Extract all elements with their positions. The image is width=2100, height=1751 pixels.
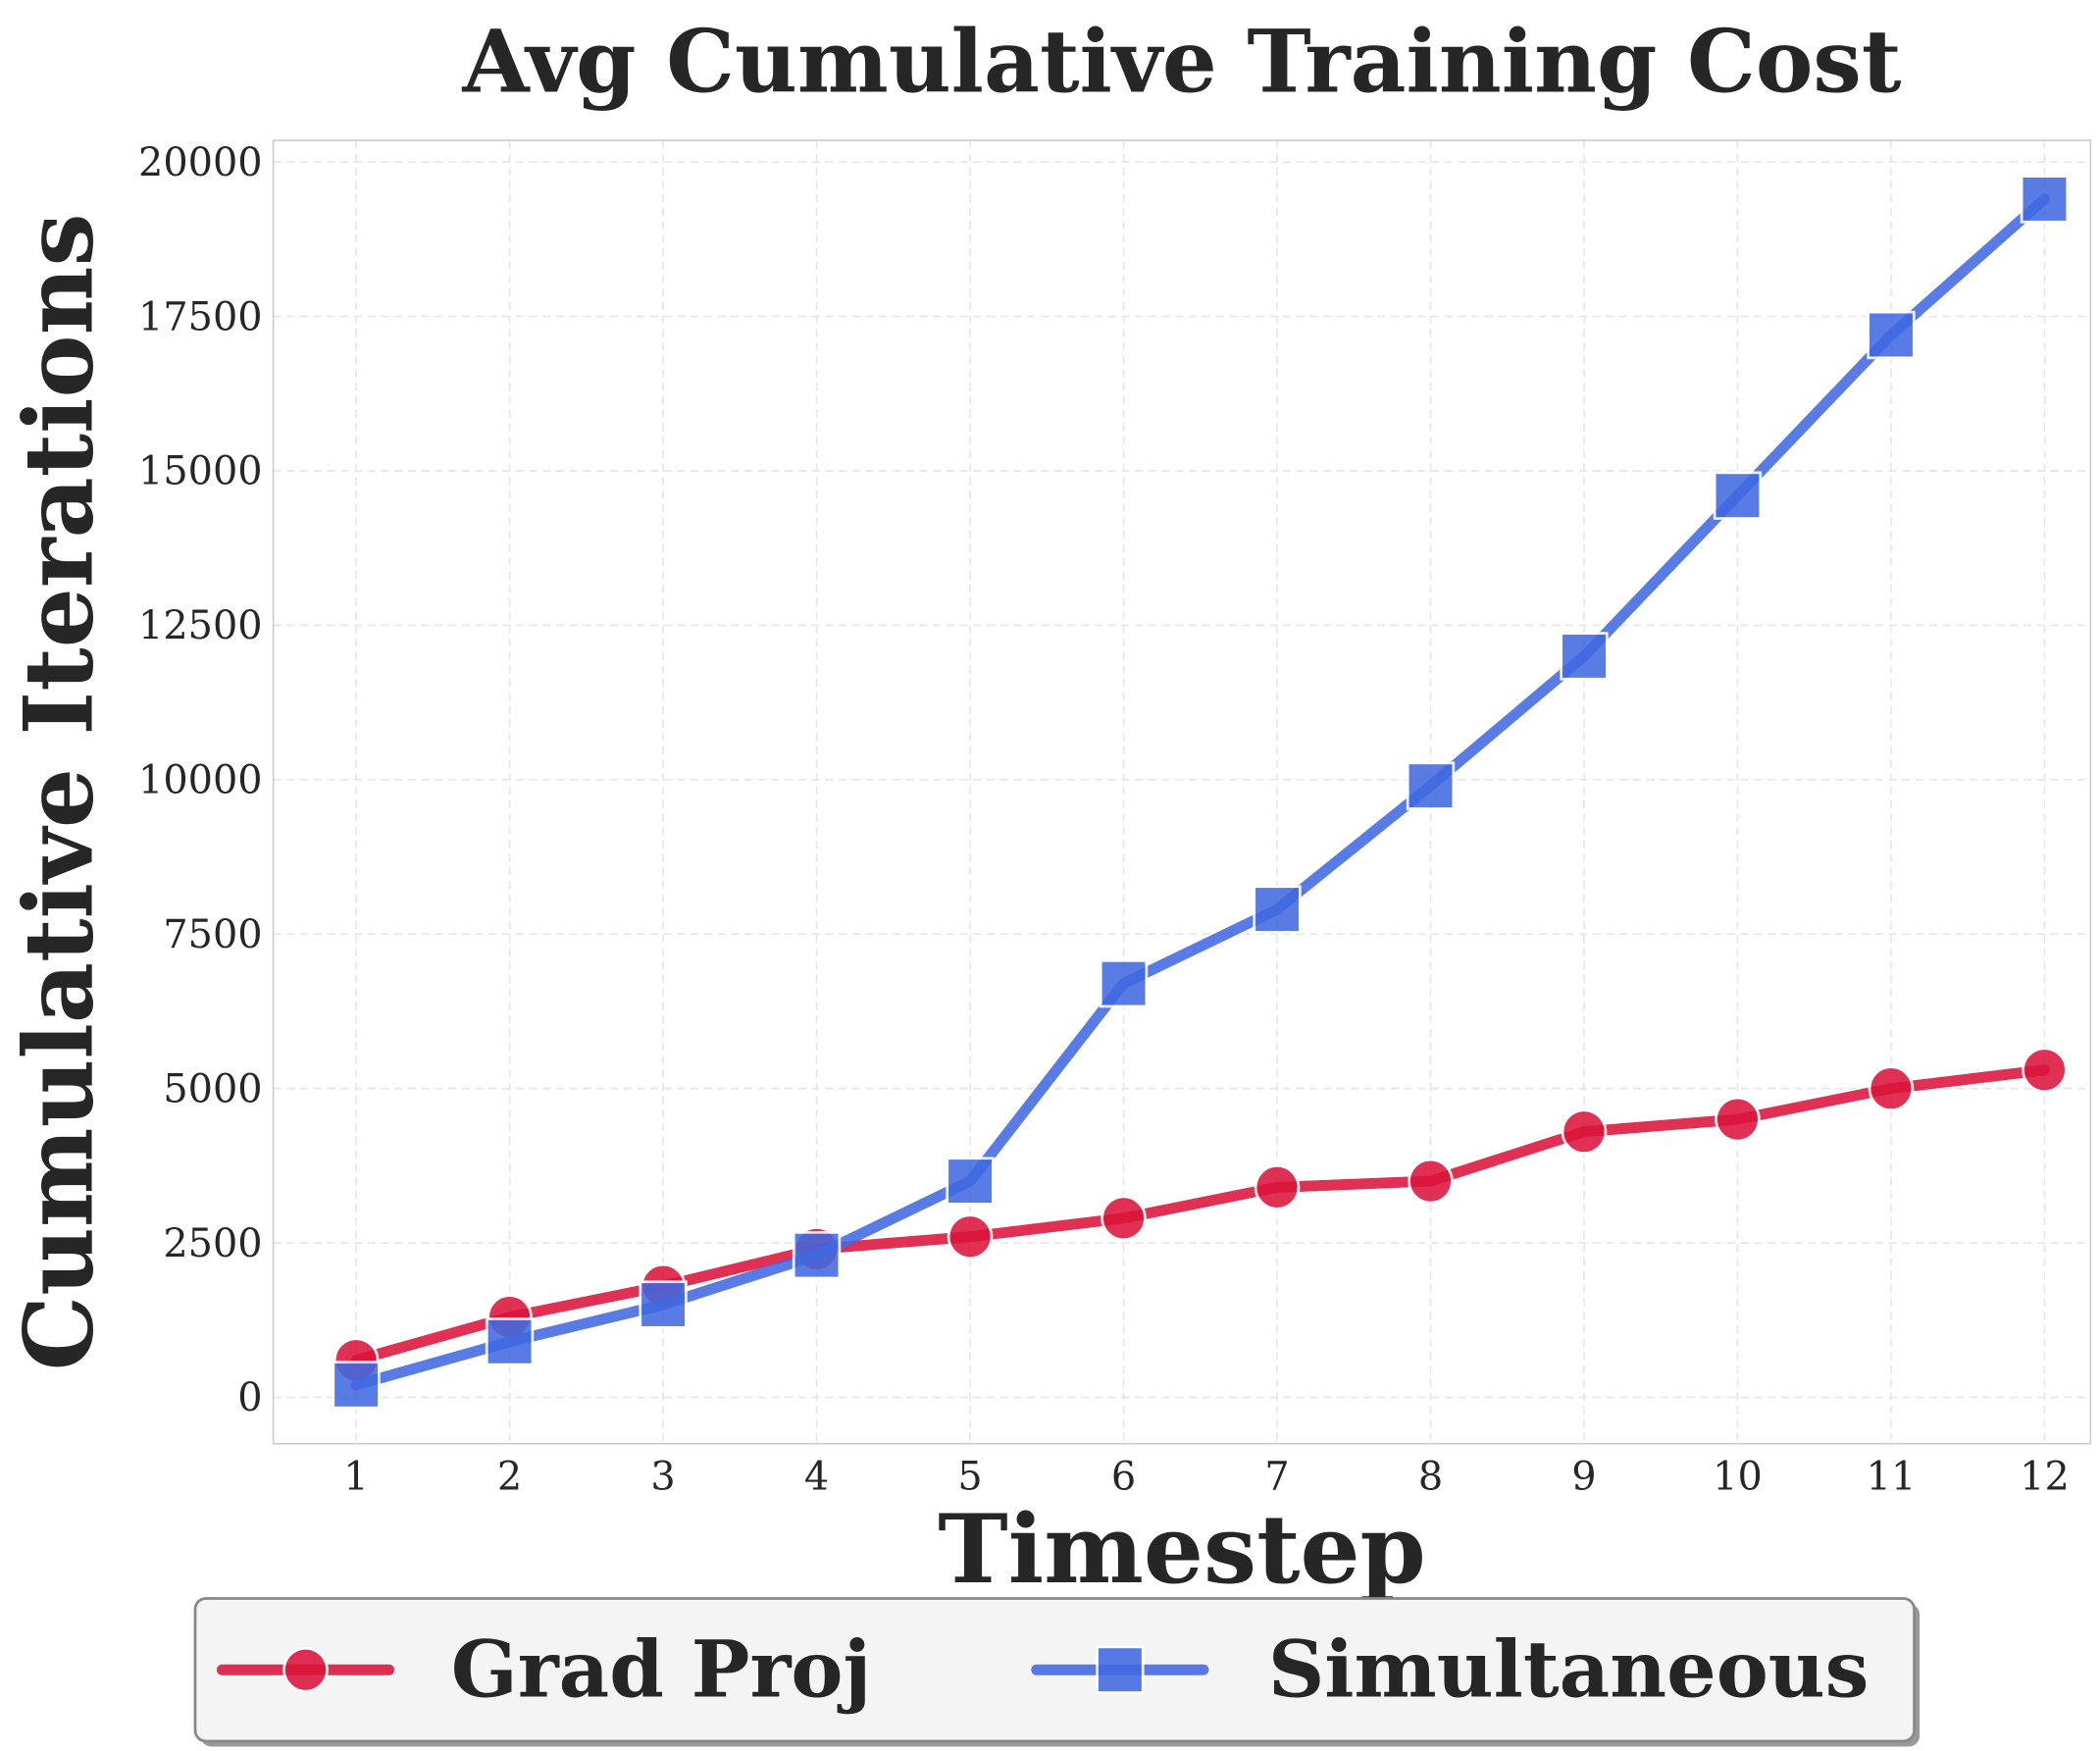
y-tick-label: 12500 — [138, 603, 263, 648]
x-tick-label: 6 — [1111, 1454, 1136, 1499]
series-line — [350, 193, 2050, 1391]
data-point — [1561, 1108, 1608, 1156]
x-tick-label: 3 — [650, 1454, 675, 1499]
data-point — [332, 1361, 381, 1410]
y-axis-label: Cumulative Iterations — [3, 213, 114, 1370]
data-point — [1713, 471, 1763, 520]
x-tick-label: 7 — [1264, 1454, 1289, 1499]
x-tick-label: 1 — [343, 1454, 368, 1499]
plot-frame — [272, 139, 2092, 1445]
series-simultaneous — [332, 175, 2070, 1410]
x-tick-label: 9 — [1571, 1454, 1596, 1499]
y-ticks: 0 2500 5000 7500 10000 12500 15000 17500 20000 — [138, 140, 263, 1420]
legend-item: Simultaneous — [1031, 1623, 1870, 1716]
y-tick-label: 7500 — [163, 912, 262, 957]
data-point — [1099, 958, 1149, 1008]
data-point — [947, 1213, 994, 1261]
x-tick-label: 5 — [957, 1454, 982, 1499]
x-tick-label: 4 — [804, 1454, 829, 1499]
data-point — [1253, 885, 1302, 934]
grid — [273, 140, 2091, 1444]
data-point — [946, 1157, 995, 1206]
legend: Grad Proj Simultaneous — [193, 1597, 1921, 1747]
data-point — [792, 1230, 842, 1280]
data-point — [1101, 1195, 1147, 1242]
data-point — [2022, 1047, 2068, 1094]
data-point — [485, 1317, 535, 1366]
legend-label: Simultaneous — [1268, 1623, 1870, 1716]
legend-marker-square — [1096, 1645, 1145, 1694]
y-tick-label: 10000 — [138, 758, 263, 803]
x-tick-label: 8 — [1418, 1454, 1443, 1499]
series-line — [350, 1064, 2050, 1366]
legend-label: Grad Proj — [451, 1623, 872, 1716]
data-point — [1408, 1158, 1454, 1205]
y-tick-label: 17500 — [138, 294, 263, 339]
x-tick-label: 12 — [2020, 1454, 2070, 1499]
y-tick-label: 2500 — [163, 1221, 262, 1266]
y-tick-label: 0 — [237, 1375, 262, 1420]
data-point — [2020, 175, 2070, 224]
data-point — [1560, 632, 1609, 681]
legend-marker-circle — [282, 1646, 329, 1693]
x-axis-label: Timestep — [938, 1494, 1425, 1605]
y-tick-label: 20000 — [138, 140, 263, 185]
x-tick-label: 11 — [1867, 1454, 1917, 1499]
data-point — [1715, 1096, 1761, 1143]
data-point — [1867, 310, 1916, 360]
x-tick-label: 2 — [497, 1454, 522, 1499]
series-grad-proj — [333, 1047, 2068, 1383]
data-point — [1406, 761, 1456, 810]
chart-title: Avg Cumulative Training Cost — [462, 12, 1902, 113]
x-tick-label: 10 — [1713, 1454, 1763, 1499]
y-tick-label: 15000 — [138, 449, 263, 494]
series-layer — [332, 175, 2070, 1410]
data-point — [639, 1280, 688, 1329]
legend-item: Grad Proj — [216, 1623, 872, 1716]
data-point — [1254, 1164, 1301, 1210]
data-point — [1868, 1065, 1915, 1111]
x-ticks: 1 2 3 4 5 6 7 8 9 10 11 12 — [343, 1454, 2069, 1499]
y-tick-label: 5000 — [163, 1066, 262, 1111]
